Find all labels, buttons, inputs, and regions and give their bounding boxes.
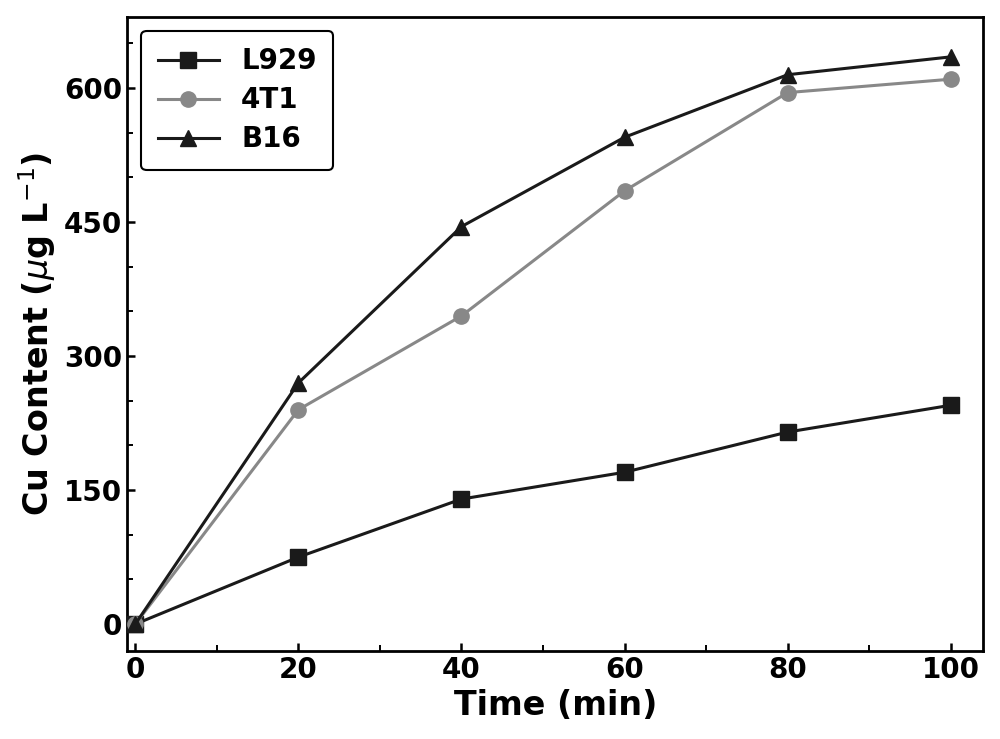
Legend: L929, 4T1, B16: L929, 4T1, B16 xyxy=(141,30,333,170)
L929 xyxy=(455,494,467,503)
4T1 xyxy=(945,75,957,84)
Y-axis label: Cu Content ($\mu$g L$^{-1}$): Cu Content ($\mu$g L$^{-1}$) xyxy=(17,151,58,516)
4T1 xyxy=(619,186,631,195)
4T1 xyxy=(292,405,304,414)
4T1 xyxy=(129,620,141,629)
B16 xyxy=(129,620,141,629)
L929 xyxy=(292,553,304,562)
L929 xyxy=(782,428,794,437)
L929 xyxy=(129,620,141,629)
Line: L929: L929 xyxy=(128,398,958,632)
Line: B16: B16 xyxy=(128,50,958,632)
B16 xyxy=(945,52,957,61)
X-axis label: Time (min): Time (min) xyxy=(454,689,657,722)
B16 xyxy=(292,378,304,387)
B16 xyxy=(782,70,794,79)
4T1 xyxy=(782,88,794,97)
B16 xyxy=(619,133,631,142)
B16 xyxy=(455,222,467,231)
4T1 xyxy=(455,312,467,321)
L929 xyxy=(619,468,631,477)
L929 xyxy=(945,401,957,409)
Line: 4T1: 4T1 xyxy=(128,72,958,632)
